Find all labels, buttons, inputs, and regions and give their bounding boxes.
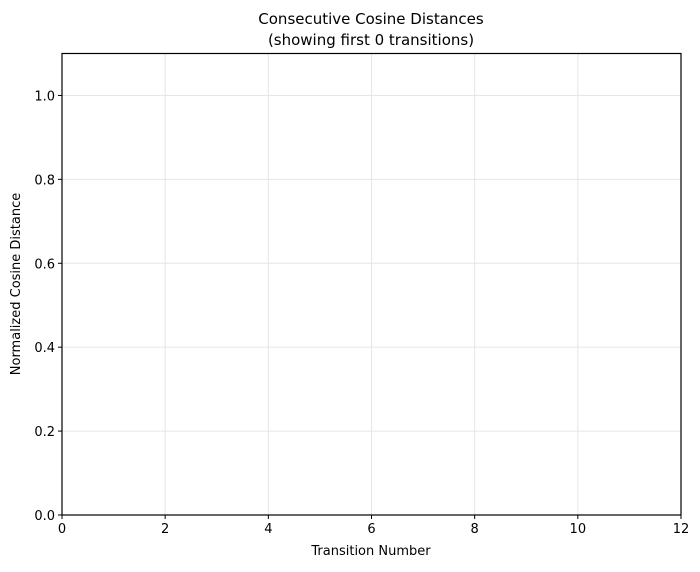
y-tick-label: 0.4 bbox=[34, 341, 55, 356]
x-tick-label: 8 bbox=[471, 522, 479, 537]
ticks: 0 2 4 6 8 10 12 0.0 0.2 0.4 0.6 0.8 1.0 bbox=[34, 89, 689, 537]
y-tick-label: 0.8 bbox=[34, 173, 55, 188]
x-tick-label: 12 bbox=[673, 522, 690, 537]
x-tick-label: 6 bbox=[367, 522, 375, 537]
y-tick-label: 0.2 bbox=[34, 425, 55, 440]
x-tick-label: 2 bbox=[161, 522, 169, 537]
x-tick-label: 0 bbox=[58, 522, 66, 537]
y-tick-label: 1.0 bbox=[34, 89, 55, 104]
y-tick-label: 0.6 bbox=[34, 257, 55, 272]
x-tick-label: 10 bbox=[570, 522, 587, 537]
plot-frame bbox=[61, 52, 682, 516]
chart-subtitle: (showing first 0 transitions) bbox=[268, 31, 474, 49]
chart-title: Consecutive Cosine Distances bbox=[258, 10, 484, 28]
y-tick-label: 0.0 bbox=[34, 509, 55, 524]
x-tick-label: 4 bbox=[264, 522, 272, 537]
grid bbox=[61, 53, 682, 516]
y-axis-label: Normalized Cosine Distance bbox=[9, 193, 24, 375]
x-axis-label: Transition Number bbox=[310, 544, 431, 559]
